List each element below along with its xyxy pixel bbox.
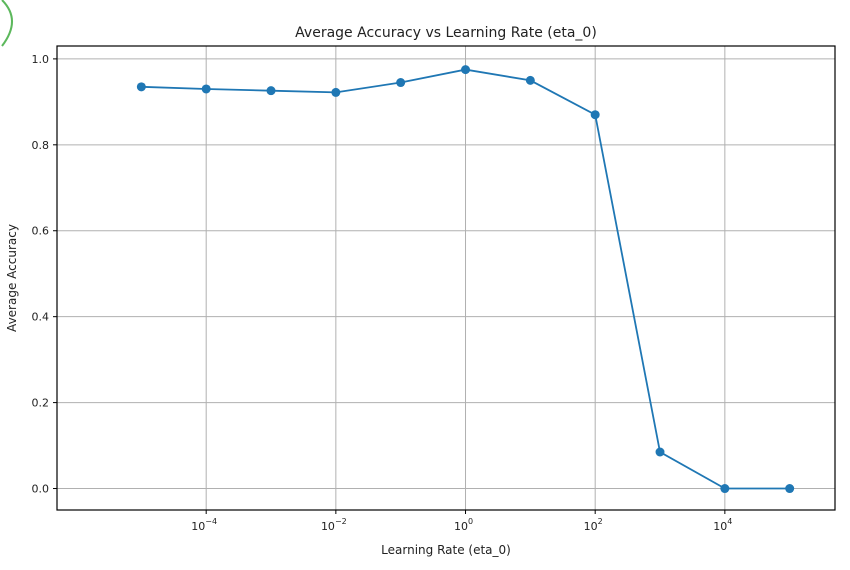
- y-tick-label: 0.6: [32, 225, 50, 238]
- decorative-arc: [1, 0, 13, 47]
- data-point: [655, 447, 665, 457]
- x-tick-exponent: −2: [335, 517, 347, 526]
- data-point: [525, 75, 535, 85]
- x-tick-base: 10: [713, 520, 727, 533]
- x-tick-exponent: 4: [727, 517, 732, 526]
- chart-title: Average Accuracy vs Learning Rate (eta_0…: [295, 25, 597, 41]
- x-tick-base: 10: [454, 520, 468, 533]
- x-tick-base: 10: [191, 520, 205, 533]
- data-point: [136, 82, 146, 92]
- y-tick-label: 0.4: [32, 311, 50, 324]
- data-point: [266, 86, 276, 96]
- data-point: [396, 78, 406, 88]
- x-tick-base: 10: [584, 520, 598, 533]
- axis-ticks: 0.00.20.40.60.81.010−4 10−2 100 102 104: [32, 53, 733, 533]
- data-point: [590, 110, 600, 120]
- x-tick-label: 10−4: [191, 517, 217, 533]
- y-axis-title: Average Accuracy: [5, 224, 19, 332]
- x-tick-label: 102: [584, 517, 603, 533]
- x-tick-label: 104: [713, 517, 732, 533]
- series: [136, 65, 795, 494]
- y-tick-label: 0.2: [32, 397, 50, 410]
- x-tick-exponent: 0: [468, 517, 473, 526]
- data-point: [201, 84, 211, 94]
- grid: [57, 46, 835, 510]
- plot-frame: [56, 45, 836, 511]
- data-point: [331, 87, 341, 97]
- x-tick-exponent: −4: [205, 517, 217, 526]
- y-tick-label: 1.0: [32, 53, 50, 66]
- x-tick-base: 10: [321, 520, 335, 533]
- y-tick-label: 0.8: [32, 139, 50, 152]
- x-tick-exponent: 2: [598, 517, 603, 526]
- x-tick-label: 100: [454, 517, 473, 533]
- x-axis-title: Learning Rate (eta_0): [381, 543, 511, 557]
- data-point: [461, 65, 471, 75]
- data-point: [720, 484, 730, 494]
- x-tick-label: 10−2: [321, 517, 347, 533]
- y-tick-label: 0.0: [32, 483, 50, 496]
- data-point: [785, 484, 795, 494]
